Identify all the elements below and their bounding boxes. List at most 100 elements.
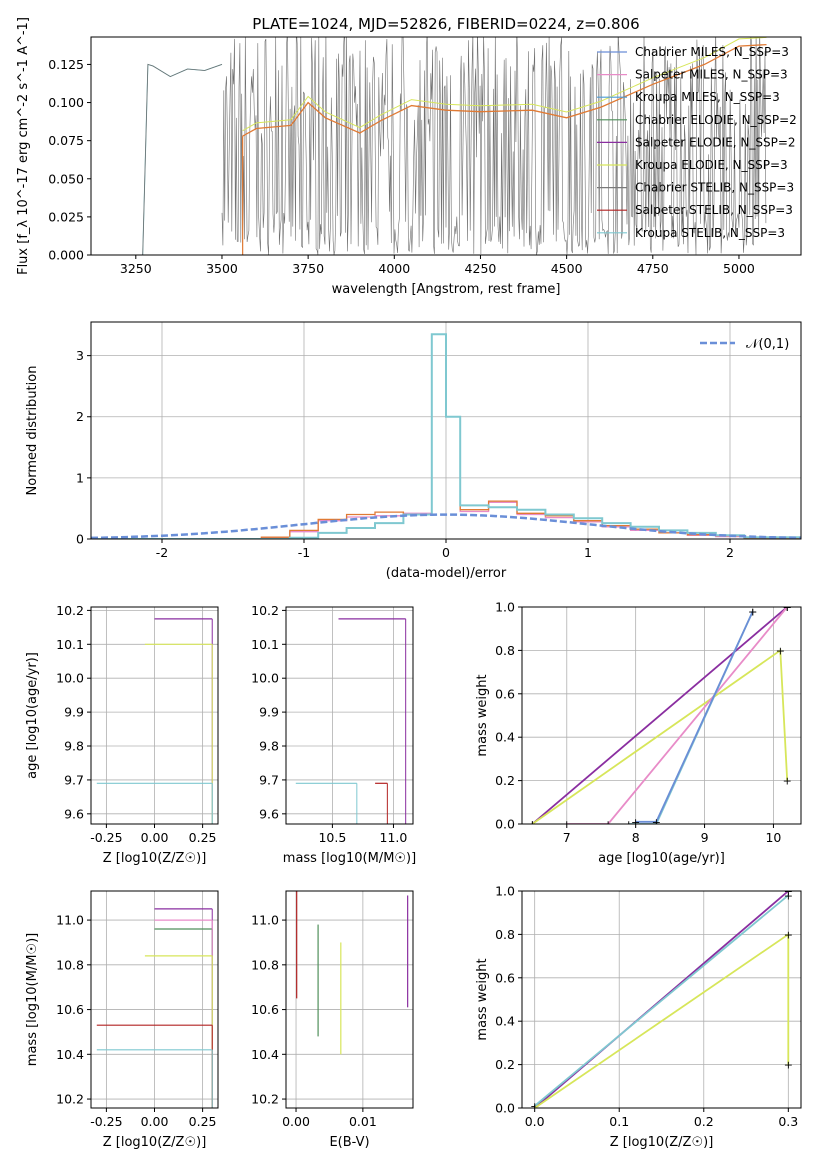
legend-entry: Chabrier ELODIE, N_SSP=2 [635, 113, 797, 127]
weight-marker: + [783, 775, 792, 788]
y-tick-label: 0.8 [495, 927, 515, 942]
x-tick-label: 3250 [120, 261, 152, 276]
y-tick-label: 0.025 [48, 209, 84, 224]
weight-marker: + [783, 601, 792, 614]
x-tick-label: -1 [298, 545, 310, 560]
legend-entry: Kroupa MILES, N_SSP=3 [635, 90, 780, 104]
y-tick-label: 0.075 [48, 133, 84, 148]
y-tick-label: 10.2 [56, 1092, 84, 1107]
x-tick-label: 0.3 [778, 1114, 798, 1129]
series-kroupa-stelib [534, 894, 789, 1107]
panel-mass-weight-vs-Z: +++++++0.0 0.1 0.2 0.30.00.20.40.60.81.0Z [… [475, 884, 802, 1150]
y-tick-label: 10.0 [251, 671, 279, 686]
x-tick-label: 0 [442, 545, 450, 560]
legend-entry: Salpeter STELIB, N_SSP=3 [635, 203, 793, 217]
weight-marker: + [784, 885, 793, 898]
x-axis-label: Z [log10(Z/Z☉)] [103, 1135, 207, 1150]
x-tick-label: 0.25 [189, 830, 217, 845]
series-salpeter-miles [566, 607, 788, 824]
x-tick-label: 4000 [378, 261, 410, 276]
y-tick-label: 10.6 [56, 1002, 84, 1017]
x-tick-label: 0.01 [349, 1114, 377, 1129]
weight-marker: + [748, 605, 757, 618]
y-tick-label: 0.4 [495, 1014, 515, 1029]
y-tick-label: 10.4 [56, 1047, 84, 1062]
y-tick-label: 0.000 [48, 248, 84, 263]
panel-spectrum: 3250 3500 3750 4000 4250 4500 4750 5000 0.000 0.0… [16, 17, 802, 297]
series-chabrier-miles [635, 610, 754, 823]
series-kroupa-elodie [534, 932, 790, 1108]
weight-marker: + [631, 816, 640, 829]
panel-age-vs-mass: 10.5 11.0 9.6 9.7 9.8 9.9 10.0 10.1 10.2 mass [lo… [251, 603, 416, 866]
y-tick-label: 9.8 [64, 739, 84, 754]
y-tick-label: 3 [76, 348, 84, 363]
x-tick-label: 1 [584, 545, 592, 560]
y-tick-label: 0.050 [48, 171, 84, 186]
y-tick-label: 0 [76, 532, 84, 547]
x-axis-label: Z [log10(Z/Z☉)] [103, 851, 207, 866]
plot-area [96, 908, 213, 1108]
y-tick-label: 11.0 [251, 913, 279, 928]
panel-residuals: -2 -1 0 1 2 0 1 2 3 (data-model)/error Normed dist… [25, 321, 802, 581]
panel-age-vs-Z: -0.25 0.00 0.25 9.6 9.7 9.8 9.9 10.0 10.1 10.2 Z [… [25, 603, 219, 866]
x-tick-label: 4750 [637, 261, 669, 276]
figure-title: PLATE=1024, MJD=52826, FIBERID=0224, z=0… [252, 15, 639, 33]
legend-entry: Chabrier STELIB, N_SSP=3 [635, 181, 794, 195]
y-axis-label: Normed distribution [25, 366, 40, 496]
model-spectrum-line [242, 43, 767, 137]
weight-marker: + [652, 816, 661, 829]
y-tick-label: 10.8 [251, 957, 279, 972]
x-tick-label: 0.0 [525, 1114, 545, 1129]
histogram-kroupa-stelib [91, 333, 801, 539]
y-tick-label: 9.6 [64, 806, 84, 821]
x-tick-label: 3500 [206, 261, 238, 276]
x-tick-label: 4250 [465, 261, 497, 276]
x-tick-label: 0.1 [609, 1114, 629, 1129]
y-axis-label: mass weight [475, 674, 490, 756]
y-tick-label: 9.7 [259, 772, 279, 787]
x-tick-label: 8 [632, 830, 640, 845]
y-axis-label: age [log10(age/yr)] [25, 652, 40, 779]
x-tick-label: 0.00 [141, 830, 169, 845]
x-axis-label: E(B-V) [329, 1135, 369, 1150]
y-tick-label: 11.0 [56, 913, 84, 928]
x-tick-label: 9 [701, 830, 709, 845]
x-tick-label: 0.00 [282, 1114, 310, 1129]
y-tick-label: 1.0 [495, 884, 515, 899]
y-tick-label: 0.4 [495, 730, 515, 745]
y-tick-label: 2 [76, 409, 84, 424]
observed-spectrum-noise [221, 37, 767, 255]
gaussian-curve [91, 513, 801, 539]
panel-mass-vs-EBV: 0.00 0.01 10.2 10.4 10.6 10.8 11.0 E(B-V) [251, 890, 414, 1150]
x-axis-label: (data-model)/error [386, 566, 507, 581]
axes-frame [285, 890, 414, 1109]
y-tick-label: 10.0 [56, 671, 84, 686]
legend-entry: Salpeter MILES, N_SSP=3 [635, 68, 788, 82]
y-tick-label: 1.0 [495, 600, 515, 615]
y-tick-label: 9.8 [259, 739, 279, 754]
axes-frame [90, 36, 802, 256]
x-tick-label: 0.00 [141, 1114, 169, 1129]
x-tick-label: 0.2 [694, 1114, 714, 1129]
legend-entry: 𝒩(0,1) [746, 337, 789, 352]
y-tick-label: 10.1 [251, 637, 279, 652]
y-axis-label: mass [log10(M/M☉)] [25, 933, 40, 1066]
weight-marker: + [530, 1100, 539, 1113]
observed-spectrum-line [118, 63, 223, 255]
y-tick-label: 0.6 [495, 686, 515, 701]
plot-area [91, 333, 801, 539]
axes-frame [285, 606, 414, 825]
x-axis-label: wavelength [Angstrom, rest frame] [332, 282, 561, 297]
legend-entry: Kroupa ELODIE, N_SSP=3 [635, 158, 788, 172]
x-axis-label: mass [log10(M/M☉)] [283, 851, 416, 866]
y-tick-label: 10.2 [56, 603, 84, 618]
weight-marker: + [562, 818, 571, 831]
x-tick-label: 7 [563, 830, 571, 845]
x-tick-label: 0.25 [189, 1114, 217, 1129]
x-tick-label: 10 [765, 830, 781, 845]
y-tick-label: 9.9 [64, 705, 84, 720]
x-axis-label: Z [log10(Z/Z☉)] [610, 1135, 714, 1150]
observed-spectrum-start [118, 63, 223, 255]
weight-marker: + [530, 1102, 539, 1115]
